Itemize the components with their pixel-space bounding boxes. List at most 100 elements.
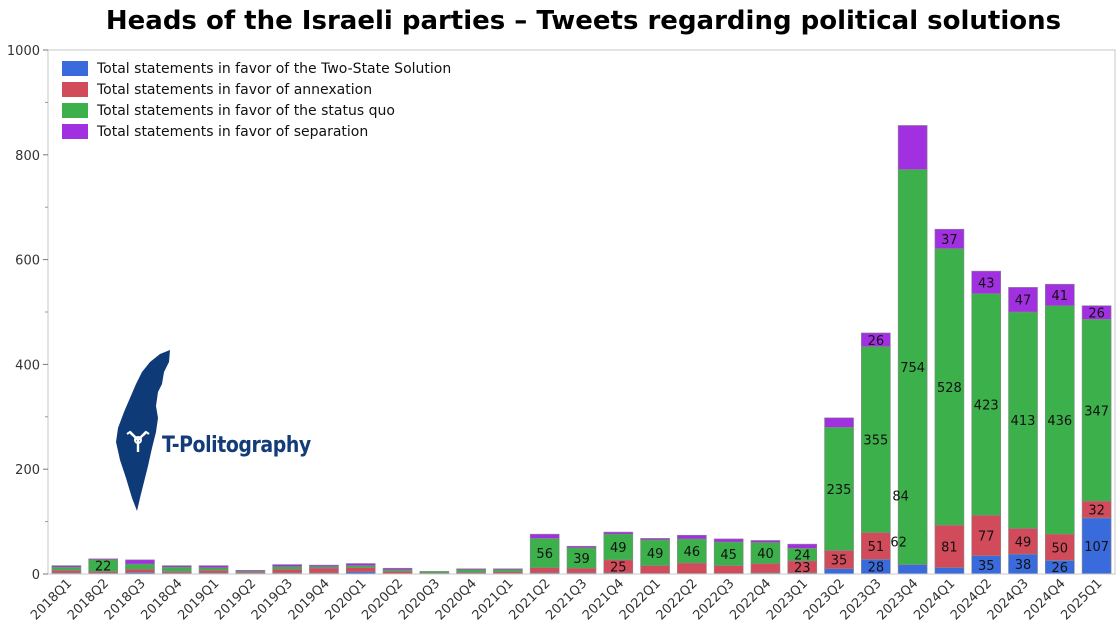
- data-label: 26: [868, 334, 885, 349]
- y-tick-label: 1000: [7, 44, 40, 59]
- data-label: 49: [610, 541, 627, 556]
- bar-segment: [787, 543, 818, 549]
- bar-segment: [640, 538, 670, 541]
- legend-label: Total statements in favor of annexation: [97, 81, 373, 98]
- bar-segment: [677, 534, 707, 540]
- legend-swatch: [62, 61, 88, 76]
- bar-segment: [897, 125, 928, 170]
- bar-segment: [713, 538, 744, 543]
- data-label: 41: [1052, 289, 1069, 304]
- data-label: 46: [684, 545, 701, 560]
- bar-segment: [272, 568, 302, 574]
- bar-segment: [493, 569, 523, 573]
- data-label: 347: [1084, 404, 1109, 419]
- legend-item: Total statements in favor of the Two-Sta…: [62, 58, 451, 79]
- bar-segment: [713, 565, 744, 574]
- legend-swatch: [62, 124, 88, 139]
- bar-segment: [640, 539, 670, 566]
- bar-segment: [603, 531, 634, 535]
- bar-segment: [566, 545, 597, 549]
- legend-swatch: [62, 103, 88, 118]
- y-tick-label: 800: [15, 149, 40, 164]
- bar-segment: [934, 567, 965, 575]
- data-label: 39: [573, 552, 590, 567]
- data-label: 107: [1084, 540, 1109, 555]
- bar-segment: [934, 524, 965, 569]
- data-label: 84: [892, 490, 909, 505]
- bar-segment: [345, 567, 376, 573]
- y-tick-label: 400: [15, 358, 40, 373]
- bar-segment: [382, 567, 413, 571]
- legend-item: Total statements in favor of annexation: [62, 79, 451, 100]
- data-label: 37: [941, 233, 958, 248]
- legend-label: Total statements in favor of the Two-Sta…: [97, 60, 452, 77]
- data-label: 24: [794, 549, 811, 564]
- bar-segment: [456, 568, 486, 571]
- x-tick-label: 2025Q1: [1058, 576, 1105, 623]
- legend-item: Total statements in favor of separation: [62, 121, 451, 142]
- data-label: 40: [757, 547, 774, 562]
- bar-segment: [824, 568, 854, 575]
- bar-segment: [529, 533, 560, 539]
- bar-segment: [603, 533, 634, 561]
- data-label: 235: [827, 483, 852, 498]
- data-label: 436: [1047, 414, 1072, 429]
- data-label: 32: [1088, 504, 1105, 519]
- bar-segment: [125, 563, 155, 570]
- bar-segment: [1045, 305, 1075, 535]
- bar-segment: [1008, 528, 1038, 555]
- data-label: 47: [1015, 294, 1032, 309]
- data-label: 81: [941, 540, 958, 555]
- chart-title: Heads of the Israeli parties – Tweets re…: [105, 6, 1062, 36]
- y-tick-label: 600: [15, 254, 40, 269]
- bar-segment: [309, 567, 339, 574]
- bar-segment: [640, 565, 670, 574]
- bar-segment: [861, 332, 891, 347]
- bar-segment: [125, 559, 155, 565]
- data-label: 25: [610, 560, 627, 575]
- bar-segment: [1081, 517, 1112, 575]
- data-label: 56: [536, 547, 553, 562]
- data-label: 50: [1052, 541, 1069, 556]
- bar-segment: [934, 228, 965, 249]
- bar-segment: [272, 566, 302, 570]
- bar-segment: [272, 564, 302, 567]
- bar-segment: [750, 563, 781, 574]
- y-tick-label: 200: [15, 463, 40, 478]
- bar-segment: [971, 270, 1002, 294]
- bar-segment: [309, 564, 339, 567]
- logo-text: T-Politography: [162, 433, 311, 458]
- bar-segment: [198, 565, 229, 569]
- bar-segment: [971, 515, 1002, 556]
- data-label: 38: [1015, 558, 1032, 573]
- bar-segment: [235, 570, 266, 572]
- bar-segment: [345, 563, 376, 566]
- data-label: 423: [974, 398, 999, 413]
- legend-label: Total statements in favor of the status …: [97, 102, 395, 119]
- bar-segment: [1045, 283, 1075, 307]
- bar-segment: [1081, 305, 1112, 320]
- bar-segment: [861, 346, 891, 533]
- bar-segment: [161, 565, 192, 568]
- bar-segment: [198, 570, 229, 574]
- bar-segment: [1008, 287, 1038, 313]
- bar-segment: [419, 571, 450, 574]
- bar-segment: [125, 568, 155, 573]
- legend-swatch: [62, 82, 88, 97]
- bar-segment: [51, 566, 82, 571]
- bar-segment: [88, 558, 118, 561]
- bar-segment: [382, 571, 413, 574]
- bar-segment: [897, 564, 928, 575]
- data-label: 35: [978, 559, 995, 574]
- bar-segment: [529, 538, 560, 569]
- bar-segment: [161, 566, 192, 572]
- bar-segment: [1045, 533, 1075, 561]
- legend-item: Total statements in favor of the status …: [62, 100, 451, 121]
- bar-segment: [824, 417, 854, 428]
- data-label: 528: [937, 381, 962, 396]
- y-tick-label: 0: [32, 568, 40, 583]
- bar-segment: [529, 567, 560, 574]
- bar-segment: [345, 565, 376, 569]
- data-label: 49: [1015, 535, 1032, 550]
